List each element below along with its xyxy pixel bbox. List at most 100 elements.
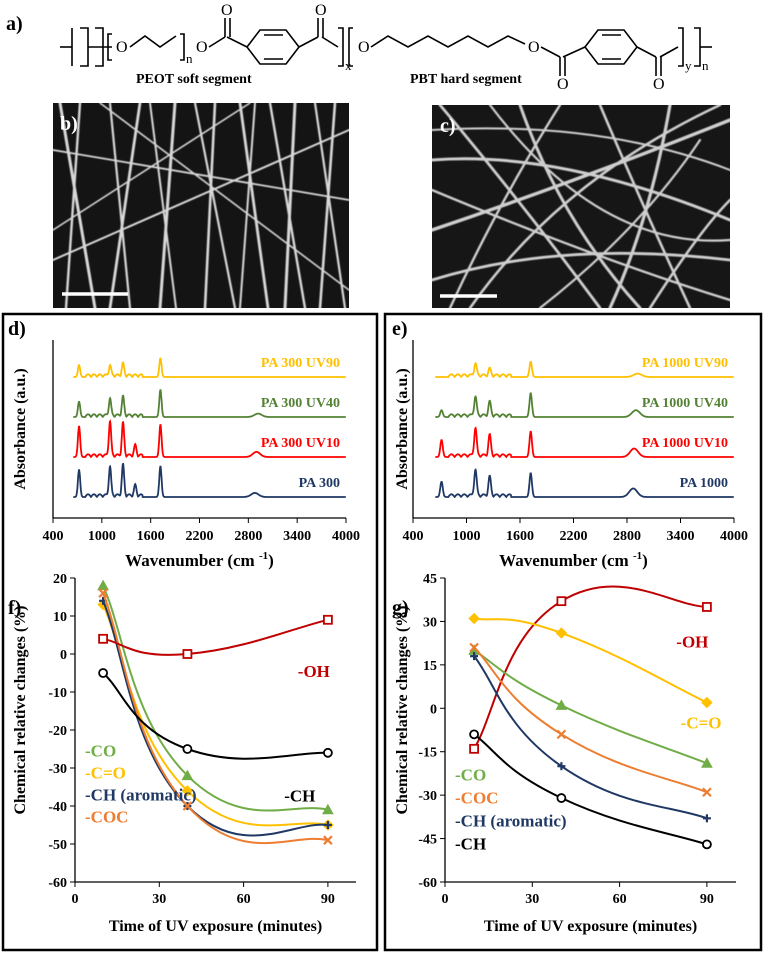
sem-image-b: b): [53, 103, 349, 308]
x-tick-label-d: 1000: [88, 529, 116, 544]
x-tick-label-g: 30: [525, 892, 539, 907]
chart-e: e) 400 1000 1600 2200 2800 3400 4000 Wavenumber …: [392, 318, 748, 570]
series-label-e-1: PA 1000 UV40: [642, 396, 728, 411]
data-point-g-3-0: [469, 642, 479, 653]
panel-b-label: b): [60, 113, 78, 135]
y-tick-label-g: -45: [418, 833, 437, 848]
subscript-n-2: n: [702, 58, 709, 73]
y-axis-label-e: Absorbance (a.u.): [394, 368, 411, 489]
y-tick-label-g: -60: [418, 876, 437, 891]
trend-line-g-3: [473, 646, 708, 794]
data-point-g-5-2: [702, 839, 712, 850]
x-tick-label-d: 2200: [186, 529, 214, 544]
trend-line-g-2: [473, 649, 708, 765]
data-point-f-2-2: [323, 821, 332, 829]
atom-o-6: O: [528, 39, 540, 56]
data-point-f-5-2: [322, 747, 333, 758]
x-tick-label-f: 90: [321, 892, 335, 907]
trend-line-g-0: [473, 585, 707, 750]
chemical-structure: a) O n O O O x O O: [6, 2, 712, 93]
chart-f: f) -60 -50 -40 -30 -20 -10 0 10 20 0 30 60 90 Time of …: [8, 572, 356, 935]
data-point-g-5-0: [469, 729, 480, 740]
y-tick-label-g: 0: [430, 702, 437, 717]
x-tick-label-e: 3400: [667, 529, 695, 544]
y-tick-label-f: -40: [48, 800, 67, 815]
data-point-g-0-1: [556, 596, 567, 607]
x-tick-label-g: 0: [442, 892, 449, 907]
spectrum-trace-d-2: [73, 419, 346, 459]
x-tick-label-f: 30: [152, 892, 166, 907]
x-tick-label-e: 4000: [720, 529, 748, 544]
annotation-ch-f: -CH: [284, 786, 315, 805]
data-point-f-4-2: [322, 614, 333, 625]
data-point-g-1-2: [701, 696, 713, 709]
legend-item-f-1: -C=O: [85, 764, 126, 783]
x-axis-label-e: Wavenumber (cm -1): [499, 550, 648, 570]
spectrum-trace-e-2: [435, 426, 734, 459]
data-point-g-4-0: [470, 652, 479, 661]
y-axis-label-d: Absorbance (a.u.): [12, 368, 29, 489]
data-point-g-4-2: [702, 814, 711, 823]
x-tick-label-d: 4000: [332, 529, 360, 544]
subscript-n-1: n: [186, 51, 193, 66]
legend-item-f-3: -COC: [85, 808, 128, 827]
data-point-g-5-1: [556, 793, 567, 803]
subscript-y: y: [685, 58, 692, 73]
atom-o-7: O: [557, 76, 569, 93]
data-point-f-5-1: [182, 744, 193, 754]
x-axis-label-d: Wavenumber (cm -1): [125, 550, 274, 570]
x-tick-label-d: 2800: [234, 529, 262, 544]
x-tick-label-g: 60: [613, 892, 627, 907]
trend-line-g-1: [473, 617, 708, 704]
atom-o-3: O: [221, 2, 233, 19]
data-point-g-0-2: [702, 602, 712, 612]
spectrum-trace-e-3: [435, 468, 734, 499]
y-tick-label-g: 30: [423, 615, 437, 630]
x-axis-label-g: Time of UV exposure (minutes): [484, 918, 697, 935]
legend-item-f-0: -CO: [85, 742, 116, 761]
data-point-f-3-2: [323, 835, 333, 845]
legend-item-g-0: -CO: [455, 766, 486, 785]
x-tick-label-e: 1600: [506, 529, 534, 544]
spectrum-trace-e-0: [435, 361, 734, 379]
legend-item-g-1: -COC: [455, 789, 498, 808]
x-tick-label-e: 2800: [613, 529, 641, 544]
annotation-co-g: -C=O: [681, 714, 722, 733]
data-point-f-5-0: [98, 668, 108, 678]
series-label-d-1: PA 300 UV40: [261, 396, 340, 411]
data-point-f-4-0: [98, 633, 108, 644]
y-tick-label-f: -10: [48, 686, 67, 701]
atom-o-5: O: [358, 39, 370, 56]
left-panel-border: [1, 312, 379, 952]
x-tick-label-d: 400: [43, 529, 64, 544]
legend-item-g-3: -CH: [455, 835, 486, 854]
atom-o-2: O: [196, 39, 208, 56]
series-label-d-0: PA 300 UV90: [261, 356, 340, 371]
data-point-f-3-0: [98, 588, 108, 598]
panel-label-f: f): [8, 597, 21, 619]
y-tick-label-f: 20: [53, 572, 67, 587]
data-point-f-0-1: [181, 769, 194, 781]
x-tick-label-e: 1000: [453, 529, 481, 544]
data-point-f-0-0: [97, 579, 109, 591]
trend-line-f-5: [102, 672, 328, 760]
x-tick-label-f: 0: [72, 892, 79, 907]
sem-image-c: c): [432, 105, 730, 308]
y-tick-label-f: -50: [48, 838, 67, 853]
trend-line-g-4: [473, 655, 708, 820]
trend-line-f-0: [102, 585, 329, 812]
atom-o-8: O: [653, 76, 665, 93]
y-tick-label-f: -30: [48, 762, 67, 777]
data-point-g-2-2: [701, 757, 713, 768]
legend-item-g-2: -CH (aromatic): [455, 812, 567, 831]
x-tick-label-e: 2200: [560, 529, 588, 544]
y-tick-label-f: 10: [53, 610, 67, 625]
series-label-e-2: PA 1000 UV10: [642, 436, 728, 451]
x-axis-label-f: Time of UV exposure (minutes): [109, 918, 322, 935]
x-tick-label-e: 400: [403, 529, 424, 544]
data-point-g-2-1: [555, 699, 568, 710]
y-tick-label-g: 45: [423, 572, 437, 587]
y-tick-label-f: -20: [48, 724, 67, 739]
